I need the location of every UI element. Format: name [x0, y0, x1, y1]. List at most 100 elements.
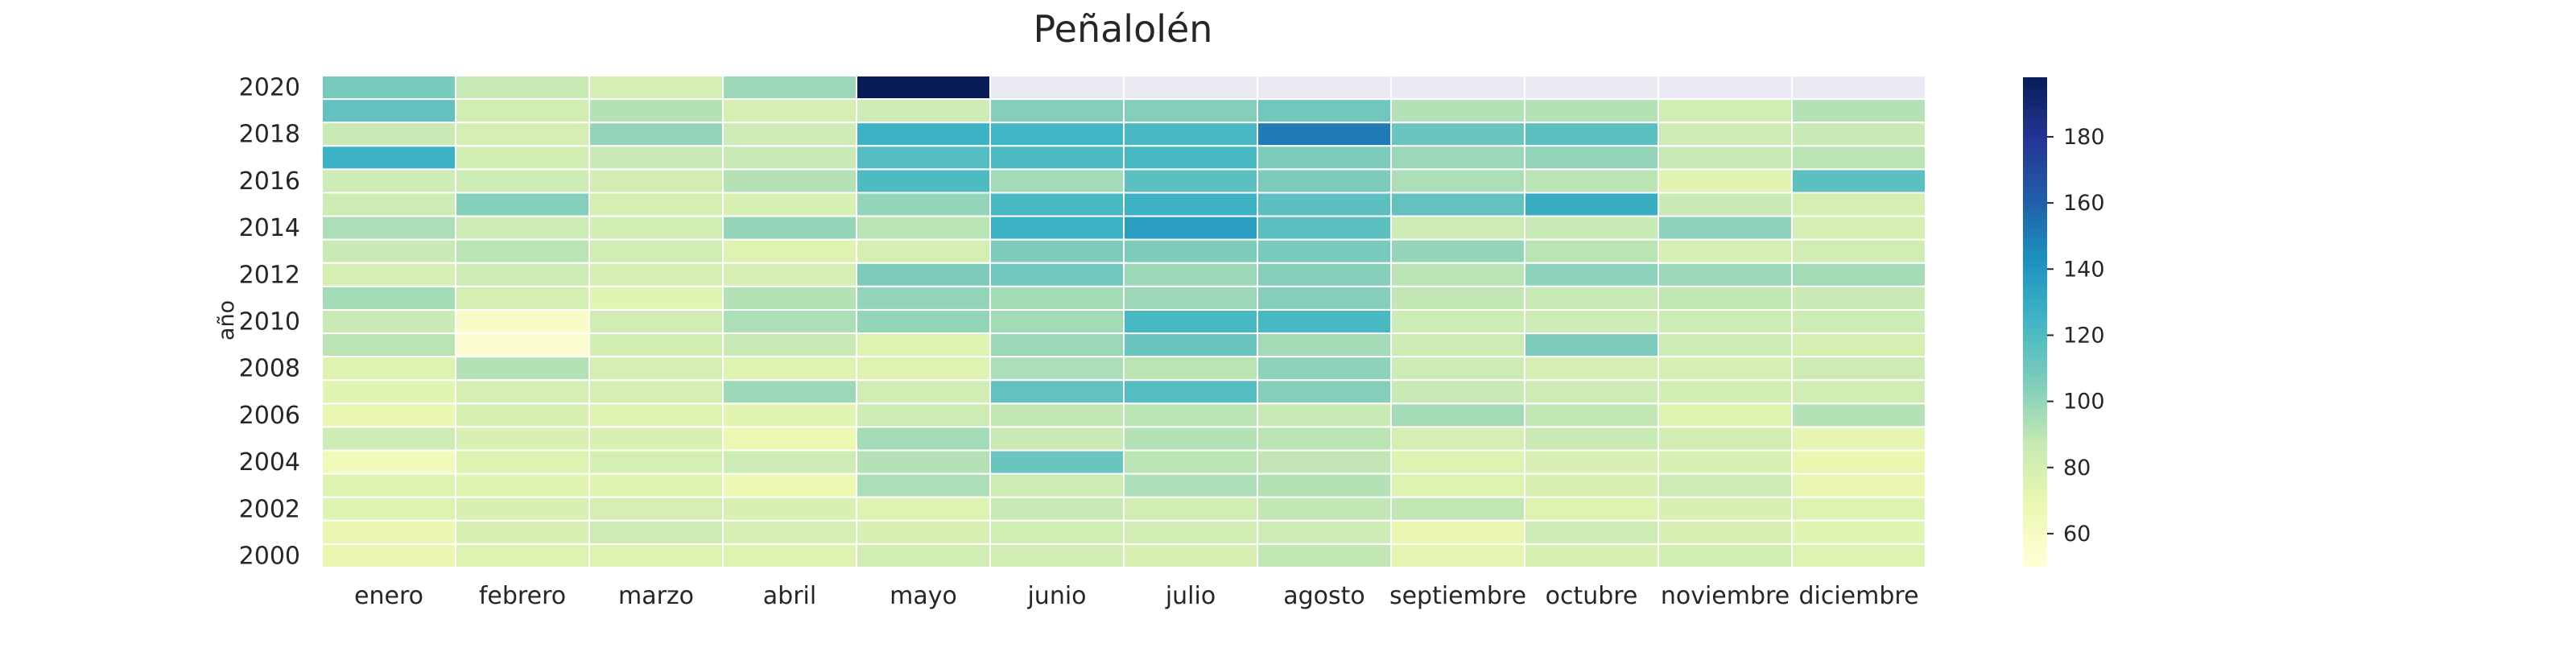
heatmap-cell	[1390, 308, 1525, 335]
heatmap-cell	[989, 145, 1125, 171]
x-tick-label: octubre	[1546, 582, 1638, 610]
heatmap-cell	[722, 98, 857, 124]
heatmap-cell	[856, 238, 991, 264]
heatmap-cell	[1657, 426, 1793, 452]
heatmap-cell	[455, 122, 590, 147]
heatmap-cell	[1257, 402, 1392, 428]
heatmap-cell	[856, 168, 991, 194]
heatmap-cell	[1390, 473, 1525, 498]
x-tick-label: septiembre	[1389, 582, 1526, 610]
heatmap-cell	[1390, 145, 1525, 171]
heatmap-cell	[1123, 543, 1258, 569]
heatmap-cell	[1123, 332, 1258, 358]
heatmap-cell	[588, 379, 724, 405]
heatmap-cell	[1257, 192, 1392, 217]
heatmap-cell	[722, 356, 857, 382]
heatmap-cell	[455, 426, 590, 452]
heatmap-cell	[856, 496, 991, 522]
heatmap-cell	[588, 496, 724, 522]
heatmap-cell	[1524, 145, 1659, 171]
heatmap-cell	[1657, 238, 1793, 264]
heatmap-cell	[1791, 168, 1926, 194]
heatmap-cell	[1390, 519, 1525, 545]
heatmap-cell	[455, 402, 590, 428]
heatmap-cell	[1524, 519, 1659, 545]
heatmap-cell	[588, 192, 724, 217]
heatmap-cell	[1657, 308, 1793, 335]
heatmap-cell	[722, 543, 857, 569]
heatmap-cell	[1524, 285, 1659, 311]
x-tick-label: noviembre	[1661, 582, 1790, 610]
heatmap-cell	[1657, 98, 1793, 124]
heatmap-cell	[455, 145, 590, 171]
heatmap-cell	[1657, 496, 1793, 522]
heatmap-cell	[989, 75, 1125, 101]
heatmap-cell	[989, 402, 1125, 428]
heatmap-cell	[989, 238, 1125, 264]
heatmap-cell	[1791, 285, 1926, 311]
heatmap-cell	[1257, 332, 1392, 358]
heatmap-cell	[1657, 75, 1793, 101]
heatmap-cell	[1657, 449, 1793, 475]
heatmap-cell	[1123, 379, 1258, 405]
colorbar: 60 80 100 120 140 160 180	[2023, 77, 2105, 567]
heatmap-cell	[1791, 496, 1926, 522]
heatmap-cell	[1657, 379, 1793, 405]
heatmap-cell	[1123, 285, 1258, 311]
heatmap-cell	[1524, 402, 1659, 428]
heatmap-cell	[1791, 192, 1926, 217]
heatmap-cell	[856, 543, 991, 569]
heatmap-cell	[1390, 192, 1525, 217]
heatmap-cell	[1657, 356, 1793, 382]
heatmap-cell	[989, 215, 1125, 241]
heatmap-cell	[455, 168, 590, 194]
heatmap-cell	[1390, 215, 1525, 241]
heatmap-cell	[856, 75, 991, 101]
heatmap-cell	[1123, 473, 1258, 498]
heatmap-cell	[455, 262, 590, 287]
x-tick-label: diciembre	[1798, 582, 1918, 610]
heatmap-cell	[455, 192, 590, 217]
heatmap-cell	[989, 449, 1125, 475]
heatmap-cell	[856, 215, 991, 241]
heatmap-cell	[1791, 308, 1926, 335]
x-tick-label: agosto	[1283, 582, 1365, 610]
heatmap-cell	[1791, 215, 1926, 241]
heatmap-cell	[1524, 543, 1659, 569]
heatmap-cell	[722, 192, 857, 217]
y-tick-label: 2012	[239, 261, 300, 289]
heatmap-cell	[321, 356, 456, 382]
heatmap-cell	[455, 332, 590, 358]
heatmap-cell	[1390, 75, 1525, 101]
heatmap-cell	[989, 519, 1125, 545]
heatmap-cell	[1257, 308, 1392, 335]
heatmap-cell	[1257, 98, 1392, 124]
heatmap-cell	[1257, 215, 1392, 241]
y-tick-label: 2020	[239, 74, 300, 102]
heatmap-cell	[1524, 426, 1659, 452]
heatmap-cell	[1390, 262, 1525, 287]
heatmap-cell	[1657, 473, 1793, 498]
heatmap-cell	[856, 473, 991, 498]
y-tick-label: 2010	[239, 308, 300, 336]
heatmap-cell	[1791, 543, 1926, 569]
heatmap-cell	[1257, 496, 1392, 522]
heatmap-cell	[856, 192, 991, 217]
heatmap-cell	[1123, 426, 1258, 452]
heatmap-cell	[1524, 168, 1659, 194]
heatmap-cell	[588, 356, 724, 382]
heatmap-cell	[588, 238, 724, 264]
heatmap-cell	[1657, 168, 1793, 194]
heatmap-cell	[1524, 262, 1659, 287]
heatmap-cell	[1123, 308, 1258, 335]
heatmap-cell	[989, 192, 1125, 217]
heatmap-cell	[1657, 145, 1793, 171]
heatmap-cell	[1123, 449, 1258, 475]
colorbar-tick-label: 60	[2063, 522, 2091, 547]
heatmap-cell	[1524, 98, 1659, 124]
heatmap-cell	[455, 543, 590, 569]
heatmap-cell	[856, 379, 991, 405]
heatmap-cell	[455, 215, 590, 241]
